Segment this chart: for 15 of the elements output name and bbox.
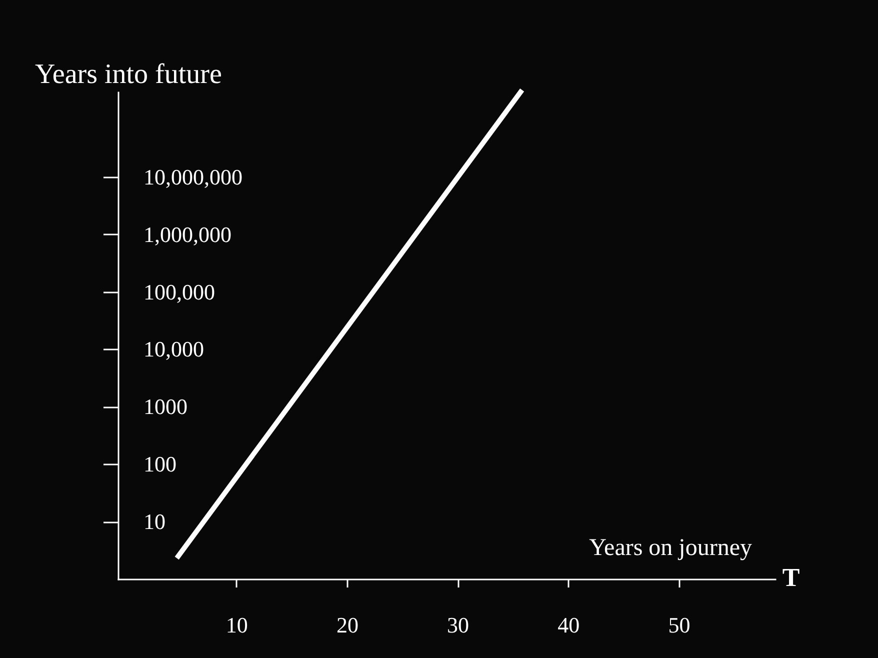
x-tick-label: 50: [668, 612, 690, 638]
x-tick-label: 10: [226, 612, 248, 638]
y-tick-label: 10: [144, 509, 166, 534]
y-tick-label: 100,000: [144, 279, 215, 304]
y-tick-label: 10,000,000: [144, 164, 242, 190]
text: T: [782, 563, 800, 592]
x-tick-label: 30: [447, 612, 470, 638]
y-tick-label: 1000: [144, 394, 188, 420]
y-axis-title: Years into future: [35, 59, 222, 90]
x-tick-label: 40: [558, 612, 580, 638]
x-axis-title: Years on journey: [589, 535, 752, 561]
y-tick-label: 100: [144, 452, 176, 477]
y-tick-label: 10,000: [144, 336, 204, 362]
x-tick-label: 20: [336, 612, 358, 638]
y-tick-label: 1,000,000: [144, 222, 232, 247]
